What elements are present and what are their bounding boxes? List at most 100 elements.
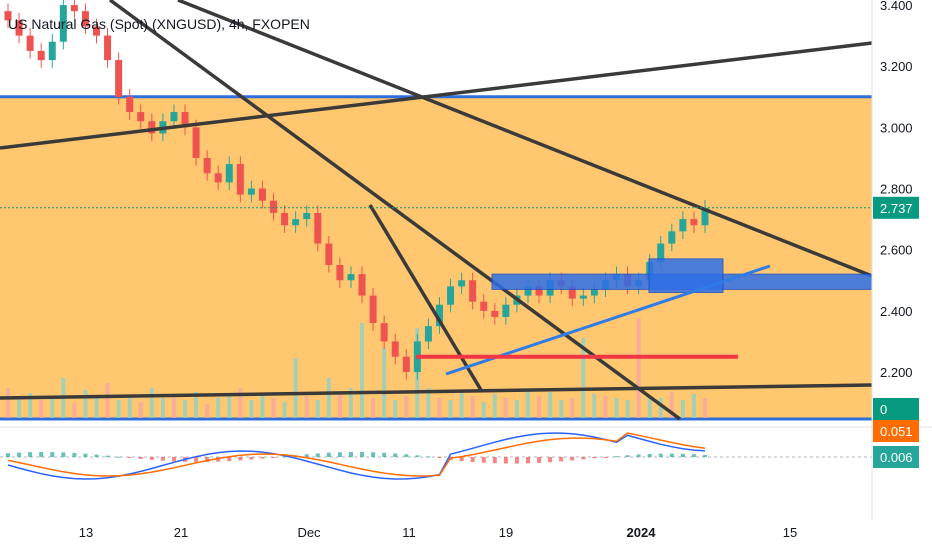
volume-bar xyxy=(514,400,519,418)
volume-bar xyxy=(581,338,586,418)
volume-bar xyxy=(205,404,210,418)
candle xyxy=(59,0,67,50)
volume-bar xyxy=(647,396,652,418)
candle xyxy=(270,193,278,221)
volume-bar xyxy=(669,392,674,418)
candle-body xyxy=(37,50,45,61)
volume-bar xyxy=(404,396,409,418)
candle xyxy=(579,287,587,307)
macd-hist-bar xyxy=(514,457,519,464)
volume-bar xyxy=(658,398,663,418)
candle-body xyxy=(203,157,211,174)
volume-bar xyxy=(138,402,143,418)
candle-body xyxy=(336,264,344,281)
volume-bar xyxy=(227,396,232,418)
candle xyxy=(115,52,123,105)
volume-bar xyxy=(50,396,55,418)
macd-hist-bar xyxy=(227,457,232,462)
volume-bar xyxy=(39,400,44,418)
candle-body xyxy=(679,219,687,232)
volume-bar xyxy=(160,398,165,418)
blue-breakout-box xyxy=(648,258,724,293)
volume-bar xyxy=(337,393,342,418)
candle xyxy=(668,223,676,252)
macd-hist-bar xyxy=(636,454,641,457)
candle xyxy=(81,3,89,35)
candle xyxy=(104,27,112,68)
candle xyxy=(292,211,300,233)
candle-body xyxy=(48,41,56,61)
candle-body xyxy=(26,35,34,51)
volume-bar xyxy=(149,388,154,418)
signal-line xyxy=(7,432,706,477)
candle-body xyxy=(690,219,698,226)
macd-hist-bar xyxy=(72,452,77,457)
candle-body xyxy=(137,112,145,122)
candle xyxy=(402,349,410,380)
candle xyxy=(93,18,101,44)
macd-hist-bar xyxy=(503,457,508,464)
candle xyxy=(314,205,322,252)
candle-body xyxy=(590,289,598,296)
candle-body xyxy=(435,304,443,327)
macd-hist-bar xyxy=(614,456,619,458)
candle-body xyxy=(358,274,366,296)
trendline-floor xyxy=(0,383,873,400)
volume-bar xyxy=(83,390,88,418)
macd-hist-bar xyxy=(548,457,553,463)
macd-hist-bar xyxy=(260,457,265,459)
candle xyxy=(480,294,488,319)
candle-body xyxy=(502,304,510,317)
macd-hist-bar xyxy=(537,457,542,463)
candle-body xyxy=(247,188,255,195)
macd-hist-bar xyxy=(525,457,530,464)
candle xyxy=(236,156,244,203)
candle-body xyxy=(402,356,410,372)
macd-hist-bar xyxy=(647,453,652,457)
volume-bar xyxy=(603,396,608,418)
candle xyxy=(192,119,200,166)
macd-hist-bar xyxy=(127,457,132,458)
volume-zero-badge-bg xyxy=(873,398,919,420)
candle-body xyxy=(270,200,278,213)
candle-body xyxy=(579,295,587,299)
price-tick-label: 3.000 xyxy=(880,120,913,135)
volume-bar xyxy=(271,398,276,418)
macd-hist-bar xyxy=(470,457,475,463)
macd-hist-bar xyxy=(481,457,486,463)
macd-hist-bar xyxy=(603,457,608,458)
volume-bar xyxy=(614,398,619,418)
volume-bar xyxy=(17,398,22,418)
candle-body xyxy=(93,26,101,36)
candle-body xyxy=(701,207,709,226)
candle xyxy=(391,333,399,365)
volume-bar xyxy=(293,358,298,418)
candle xyxy=(4,3,12,28)
volume-bar xyxy=(315,400,320,418)
macd-hist-bar xyxy=(205,457,210,462)
macd-hist-bar xyxy=(559,457,564,462)
volume-zero-badge: 0 xyxy=(873,398,919,420)
candle-body xyxy=(281,212,289,226)
candle-body xyxy=(524,286,532,296)
candle xyxy=(70,0,78,19)
macd-hist-bar xyxy=(50,452,55,457)
macd-hist-bar xyxy=(194,457,199,462)
candle-body xyxy=(458,280,466,287)
macd-hist-bar xyxy=(371,452,376,457)
macd-hist-bar xyxy=(160,457,165,461)
volume-zero-badge-text: 0 xyxy=(880,402,887,417)
volume-bar xyxy=(249,400,254,418)
macd-hist-badge-text: 0.006 xyxy=(880,450,913,465)
candle-body xyxy=(535,286,543,296)
macd-hist-bar xyxy=(116,456,121,458)
time-tick-label: 21 xyxy=(174,525,188,540)
candle xyxy=(303,205,311,227)
candle-body xyxy=(657,243,665,262)
candle xyxy=(258,180,266,209)
volume-bar xyxy=(470,396,475,418)
candle-body xyxy=(181,112,189,128)
candle-body xyxy=(225,164,233,183)
